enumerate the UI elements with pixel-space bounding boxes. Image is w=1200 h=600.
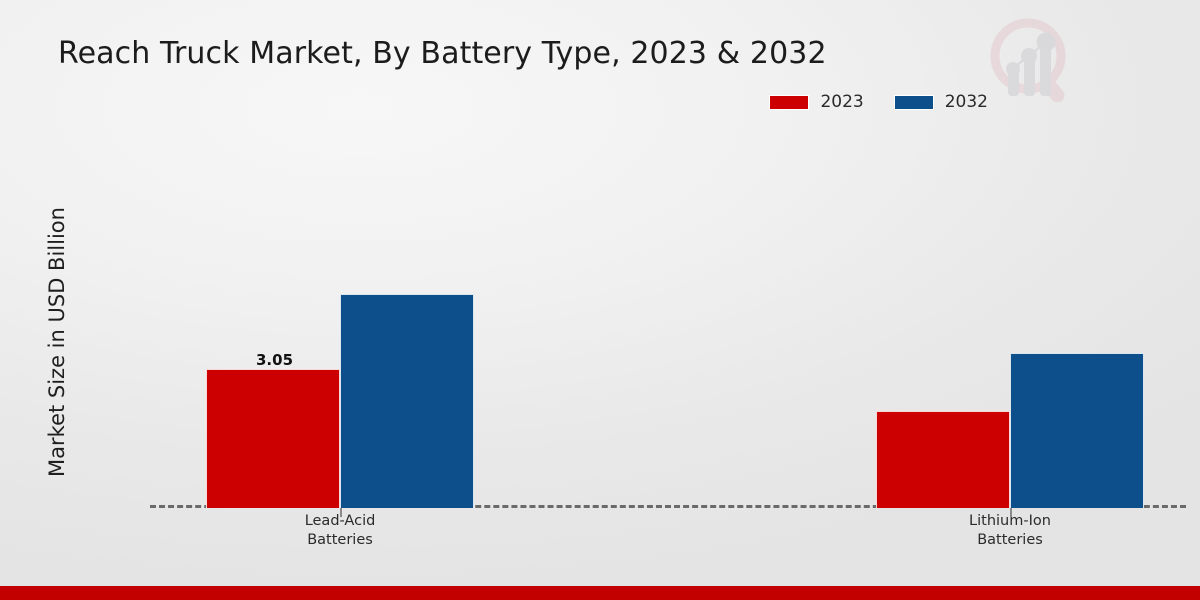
x-label-lithium-ion: Lithium-Ion Batteries (935, 512, 1085, 550)
bar-2023-lead-acid[interactable] (206, 369, 340, 508)
plot-area: 3.05 Lead-Acid Batteries Lithium-Ion Bat… (150, 140, 1186, 548)
bar-2023-lithium-ion[interactable] (876, 411, 1010, 508)
x-tick-lead-acid (340, 508, 342, 517)
bar-2032-lithium-ion[interactable] (1010, 353, 1144, 508)
legend-swatch-2032 (893, 94, 934, 110)
x-label-lithium-ion-line2: Batteries (977, 532, 1043, 548)
x-label-lead-acid-line2: Batteries (307, 532, 373, 548)
legend-label-2023: 2023 (820, 92, 864, 112)
y-axis-title: Market Size in USD Billion (45, 207, 69, 477)
x-label-lead-acid: Lead-Acid Batteries (265, 512, 415, 550)
legend-item-2023[interactable]: 2023 (769, 92, 864, 112)
x-label-lead-acid-line1: Lead-Acid (304, 513, 376, 529)
watermark-logo-icon (984, 14, 1088, 108)
bar-value-2023-lead-acid: 3.05 (256, 351, 294, 369)
chart-title: Reach Truck Market, By Battery Type, 202… (58, 36, 827, 71)
legend-item-2032[interactable]: 2032 (893, 92, 988, 112)
chart-legend: 2023 2032 (769, 92, 988, 112)
x-label-lithium-ion-line1: Lithium-Ion (969, 513, 1051, 529)
footer-accent-bar (0, 586, 1200, 600)
bar-2032-lead-acid[interactable] (340, 294, 474, 508)
legend-swatch-2023 (769, 94, 810, 110)
x-axis-baseline (150, 505, 1186, 508)
legend-label-2032: 2032 (944, 92, 988, 112)
x-tick-lithium-ion (1010, 508, 1012, 517)
